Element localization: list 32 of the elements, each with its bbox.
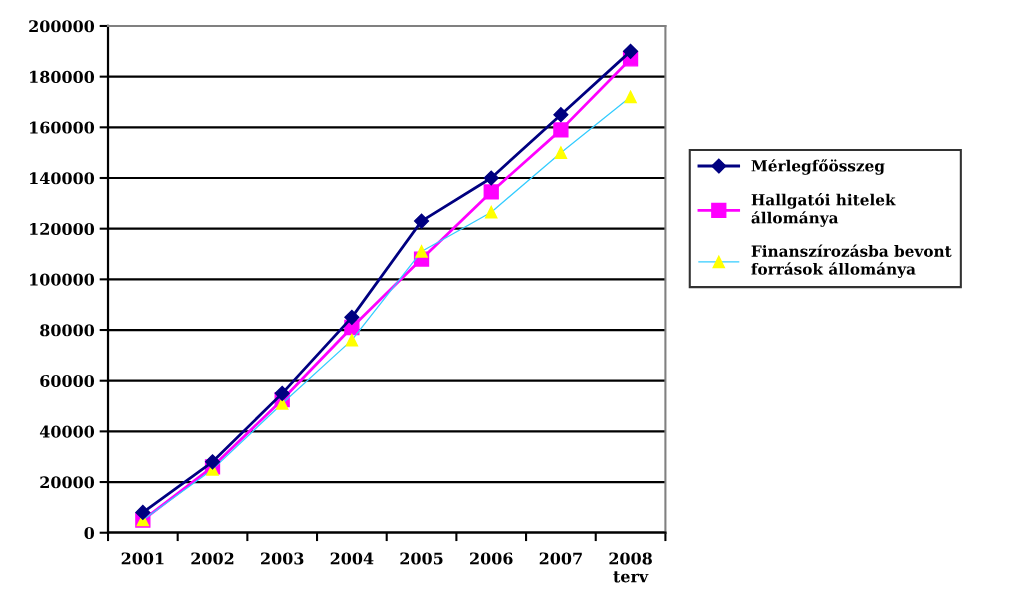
point <box>483 184 499 200</box>
x-tick-label: 2008 terv <box>609 552 652 583</box>
point <box>135 504 151 521</box>
y-tick-label: 0 <box>84 526 95 540</box>
x-tick-label: 2007 <box>539 552 582 565</box>
legend-label: Hallgatói hitelek állománya <box>751 193 896 227</box>
point <box>622 43 639 59</box>
legend-label: Mérlegfőösszeg <box>751 159 885 175</box>
x-tick-label: 2004 <box>330 552 374 565</box>
y-tick-label: 180000 <box>30 70 95 83</box>
y-tick-label: 140000 <box>30 172 95 185</box>
legend-label: Finanszírozásba bevont források állománya <box>751 244 952 278</box>
y-tick-label: 100000 <box>30 273 95 286</box>
x-tick-label: 2005 <box>400 552 443 565</box>
y-tick-label: 120000 <box>30 222 95 235</box>
x-tick-label: 2006 <box>470 552 513 565</box>
x-tick-label: 2002 <box>191 552 234 565</box>
point <box>204 454 221 470</box>
y-tick-label: 160000 <box>30 121 95 134</box>
x-tick-label: 2001 <box>121 552 164 565</box>
point <box>413 213 430 229</box>
y-tick-label: 200000 <box>29 20 95 33</box>
point <box>553 107 569 123</box>
y-tick-label: 80000 <box>40 324 95 337</box>
x-tick-label: 2003 <box>261 552 304 565</box>
y-tick-label: 60000 <box>40 374 95 387</box>
y-tick-label: 40000 <box>39 425 95 438</box>
point <box>483 170 499 186</box>
y-tick-label: 20000 <box>40 476 95 489</box>
point <box>344 309 360 325</box>
point <box>553 122 569 138</box>
point <box>274 385 290 401</box>
